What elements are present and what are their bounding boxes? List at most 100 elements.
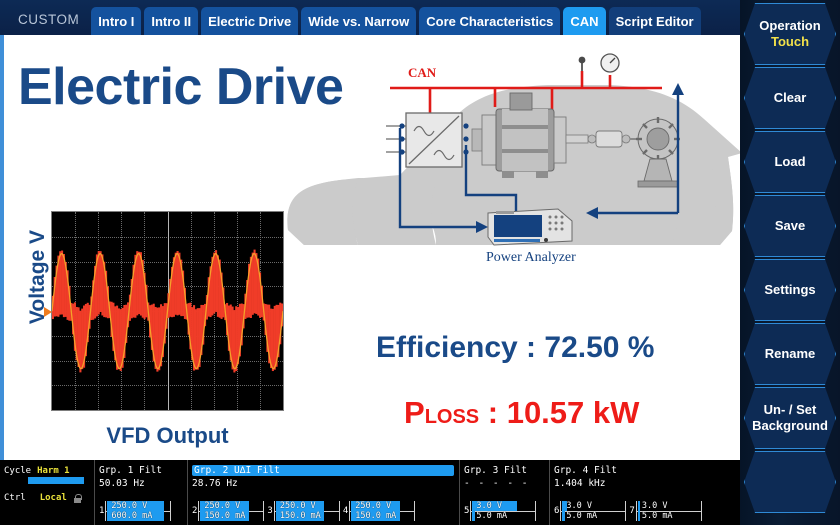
can-label: CAN [408,65,437,80]
channel-1-number: 1 [99,506,104,516]
channel-5-current-text: 5.0 mA [472,511,507,521]
channel-5-bars: 3.0 V 5.0 mA [470,499,536,523]
status-group-4: Grp. 4 Filt 1.404 kHz 6 3.0 V 5.0 mA 7 [550,460,740,525]
inverter-input-terminals [386,123,406,154]
group-3-header[interactable]: Grp. 3 Filt [464,465,546,476]
waveform-plot [51,211,284,411]
tab-wide-vs-narrow[interactable]: Wide vs. Narrow [301,7,416,35]
instrument-screen: CUSTOM Intro I Intro II Electric Drive W… [0,0,840,525]
sensor-icon [579,57,586,71]
cycle-value[interactable]: Harm 1 [37,466,70,476]
softkey-operation-label: Operation [759,18,820,34]
channel-1-current: 600.0 mA [107,511,169,521]
group-4-frequency: 1.404 kHz [554,478,737,489]
softkey-rename-label: Rename [765,346,816,362]
channel-6-bars: 3.0 V 5.0 mA [560,499,626,523]
channel-1-bars: 250.0 V 600.0 mA [105,499,171,523]
softkey-rename[interactable]: Rename [744,323,836,385]
channel-2-voltage-text: 250.0 V [200,501,240,511]
ctrl-label: Ctrl [4,493,26,503]
gauge-icon [601,54,619,72]
channel-4[interactable]: 4 250.0 V 150.0 mA [343,499,415,523]
cycle-label: Cycle [4,466,31,476]
channel-5[interactable]: 5 3.0 V 5.0 mA [464,499,536,523]
custom-label: CUSTOM [6,12,91,35]
group-4-header[interactable]: Grp. 4 Filt [554,465,737,476]
channel-5-voltage-text: 3.0 V [472,501,502,511]
softkey-operation-value: Touch [771,34,809,50]
softkey-save-label: Save [775,218,805,234]
channel-1-current-text: 600.0 mA [107,511,152,521]
channel-5-number: 5 [464,506,469,516]
status-group-1: Grp. 1 Filt 50.03 Hz 1 250.0 V 600.0 mA [95,460,188,525]
softkey-load-label: Load [774,154,805,170]
softkey-clear-label: Clear [774,90,807,106]
channel-7-bars: 3.0 V 5.0 mA [636,499,702,523]
channel-2-bars: 250.0 V 150.0 mA [198,499,264,523]
ploss-separator: : [479,395,507,430]
efficiency-label: Efficiency : [376,331,544,364]
channel-6-current-text: 5.0 mA [562,511,597,521]
channel-1-voltage: 250.0 V [107,501,169,511]
status-cycle-ctrl: Cycle Harm 1 Ctrl Local [0,460,95,525]
tab-script-editor[interactable]: Script Editor [609,7,701,35]
ploss-subscript: LOSS [425,406,479,428]
softkey-settings-label: Settings [764,282,815,298]
channel-3[interactable]: 3 250.0 V 150.0 mA [267,499,339,523]
group-1-header[interactable]: Grp. 1 Filt [99,465,184,476]
cycle-indicator-bar [28,477,84,484]
status-bar: Cycle Harm 1 Ctrl Local Grp. 1 Filt 50.0… [0,460,740,525]
tab-electric-drive[interactable]: Electric Drive [201,7,298,35]
channel-3-current-text: 150.0 mA [276,511,321,521]
tab-can[interactable]: CAN [563,7,605,35]
channel-2-current-text: 150.0 mA [200,511,245,521]
channel-7[interactable]: 7 3.0 V 5.0 mA [629,499,701,523]
channel-3-voltage-text: 250.0 V [276,501,316,511]
efficiency-value: 72.50 % [544,331,654,364]
tab-bar: CUSTOM Intro I Intro II Electric Drive W… [0,0,740,35]
softkey-empty[interactable] [744,451,836,513]
group-2-frequency: 28.76 Hz [192,478,456,489]
channel-1[interactable]: 1 250.0 V 600.0 mA [99,499,171,523]
lock-icon[interactable] [73,494,81,503]
softkey-clear[interactable]: Clear [744,67,836,129]
status-group-3: Grp. 3 Filt - - - - - 5 3.0 V 5.0 mA [460,460,550,525]
tab-core-characteristics[interactable]: Core Characteristics [419,7,560,35]
group-2-channels: 2 250.0 V 150.0 mA 3 250.0 V [192,499,418,523]
group-1-channels: 1 250.0 V 600.0 mA [99,499,174,523]
ctrl-value[interactable]: Local [40,493,67,503]
tab-intro-i[interactable]: Intro I [91,7,141,35]
channel-4-bars: 250.0 V 150.0 mA [349,499,415,523]
drivetrain-diagram: CAN [280,45,740,335]
channel-1-voltage-text: 250.0 V [107,501,147,511]
softkey-save[interactable]: Save [744,195,836,257]
channel-2[interactable]: 2 250.0 V 150.0 mA [192,499,264,523]
status-group-2: Grp. 2 U∆I Filt 28.76 Hz 2 250.0 V 150.0… [188,460,460,525]
group-2-header[interactable]: Grp. 2 U∆I Filt [192,465,454,476]
efficiency-readout: Efficiency : 72.50 % [376,331,654,365]
channel-6[interactable]: 6 3.0 V 5.0 mA [554,499,626,523]
custom-display-canvas: Electric Drive [0,35,740,460]
power-analyzer-label: Power Analyzer [486,250,576,265]
channel-4-current-text: 150.0 mA [351,511,396,521]
group-3-channels: 5 3.0 V 5.0 mA [464,499,539,523]
channel-4-number: 4 [343,506,348,516]
channel-4-voltage-text: 250.0 V [351,501,391,511]
tab-intro-ii[interactable]: Intro II [144,7,198,35]
channel-7-number: 7 [629,506,634,516]
power-loss-readout: PLOSS : 10.57 kW [404,395,639,431]
channel-7-voltage-text: 3.0 V [638,501,668,511]
softkey-operation[interactable]: Operation Touch [744,3,836,65]
x-axis-label: VFD Output [51,423,284,449]
group-4-channels: 6 3.0 V 5.0 mA 7 3.0 V [554,499,705,523]
softkey-settings[interactable]: Settings [744,259,836,321]
soft-key-sidebar: Operation Touch Clear Load Save Settings… [740,0,840,525]
channel-3-bars: 250.0 V 150.0 mA [274,499,340,523]
power-analyzer-icon [488,209,572,245]
softkey-load[interactable]: Load [744,131,836,193]
softkey-set-background-label: Un- / Set Background [752,402,828,435]
group-1-frequency: 50.03 Hz [99,478,184,489]
softkey-set-background[interactable]: Un- / Set Background [744,387,836,449]
channel-3-number: 3 [267,506,272,516]
channel-6-voltage-text: 3.0 V [562,501,592,511]
